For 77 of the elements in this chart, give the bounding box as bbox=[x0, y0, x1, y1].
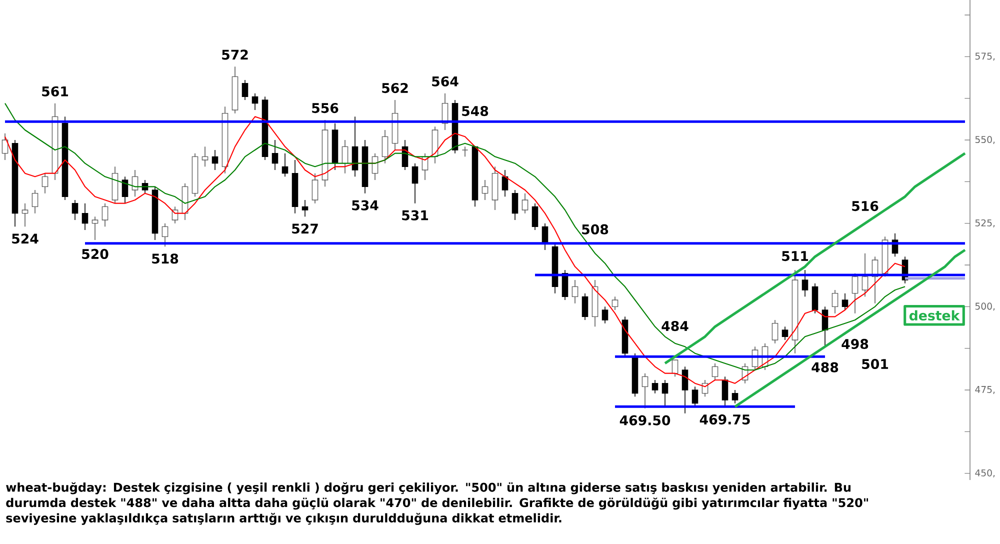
candlestick bbox=[82, 202, 88, 230]
candlestick bbox=[412, 162, 418, 204]
y-tick-label: 500, bbox=[975, 302, 995, 311]
candlestick bbox=[352, 116, 358, 178]
candlestick bbox=[512, 190, 518, 220]
candlestick bbox=[92, 216, 98, 240]
y-tick-label: 475, bbox=[975, 386, 995, 394]
text: 469.75 bbox=[700, 414, 750, 425]
text: 518 bbox=[152, 254, 178, 264]
candlestick bbox=[652, 380, 658, 394]
candlestick bbox=[862, 252, 868, 298]
text: wheat-buğday: Destek çizgisine ( yeşil renkli ) doğru geri çekiliyor. "500" ün altına giderse satış baskısı yeniden artabilir. Bu durumda destek "488" ve daha altta daha güçlü olarak "470" de denilebilir. Grafikte de görüldüğü gibi yatırımcılar fiyatta "520" seviyesine yaklaşıldıkça satışların arttığı ve çıkışın duruldduğuna dikkat etmelidir. bbox=[6, 482, 868, 525]
y-tick-label: 575, bbox=[975, 52, 995, 61]
text: 488 bbox=[812, 362, 838, 372]
candlestick bbox=[212, 150, 218, 170]
text: 531 bbox=[402, 210, 428, 220]
candlestick bbox=[612, 296, 618, 310]
text: 572 bbox=[222, 50, 248, 60]
text: 527 bbox=[292, 224, 318, 234]
candlestick bbox=[682, 366, 688, 414]
y-tick-label: 525, bbox=[975, 219, 995, 228]
candlestick bbox=[732, 390, 738, 404]
candlestick bbox=[602, 306, 608, 324]
candlestick bbox=[312, 172, 318, 204]
text: 534 bbox=[352, 200, 378, 210]
text: 469.50 bbox=[620, 415, 670, 426]
text: 548 bbox=[462, 106, 488, 116]
text: 556 bbox=[312, 102, 338, 114]
candlestick bbox=[242, 80, 248, 100]
text: 562 bbox=[382, 82, 408, 94]
candlestick bbox=[532, 202, 538, 230]
y-tick-label: 450, bbox=[975, 469, 995, 478]
candlestick bbox=[722, 376, 728, 408]
candlestick bbox=[162, 222, 168, 248]
candlestick bbox=[22, 202, 28, 228]
candlestick bbox=[482, 180, 488, 200]
candlestick bbox=[342, 140, 348, 174]
candlestick bbox=[642, 372, 648, 409]
text: 564 bbox=[432, 76, 458, 86]
text: 524 bbox=[12, 234, 38, 244]
candlestick bbox=[252, 92, 258, 110]
candlestick bbox=[842, 292, 848, 310]
candlestick bbox=[502, 170, 508, 198]
candlestick bbox=[122, 176, 128, 204]
candlestick bbox=[282, 152, 288, 178]
candlestick bbox=[662, 380, 668, 408]
candlestick bbox=[2, 132, 8, 160]
candlestick bbox=[672, 360, 678, 378]
y-tick-label: 550, bbox=[975, 136, 995, 144]
text: 501 bbox=[862, 358, 888, 370]
series-label: destek bbox=[909, 310, 960, 321]
candlestick bbox=[582, 292, 588, 320]
candlestick bbox=[802, 270, 808, 298]
candlestick bbox=[382, 130, 388, 164]
candlestick bbox=[782, 326, 788, 340]
candlestick bbox=[712, 362, 718, 380]
text: 508 bbox=[582, 224, 608, 234]
text: 516 bbox=[852, 200, 878, 212]
candlestick bbox=[572, 280, 578, 304]
candlestick bbox=[202, 146, 208, 168]
candlestick bbox=[522, 192, 528, 214]
text: 498 bbox=[842, 338, 868, 350]
candlestick bbox=[692, 386, 698, 408]
candlestick bbox=[462, 146, 468, 158]
candlestick bbox=[272, 140, 278, 170]
text: 511 bbox=[782, 251, 808, 262]
candlestick bbox=[772, 320, 778, 344]
candlestick bbox=[102, 202, 108, 228]
candlestick bbox=[42, 172, 48, 194]
text: 561 bbox=[42, 86, 68, 96]
candlestick bbox=[302, 200, 308, 218]
candlestick bbox=[812, 282, 818, 314]
text: 484 bbox=[662, 320, 688, 332]
candlestick bbox=[832, 290, 838, 314]
candlestick bbox=[32, 190, 38, 214]
candlestick bbox=[72, 200, 78, 220]
text: 520 bbox=[82, 248, 108, 260]
